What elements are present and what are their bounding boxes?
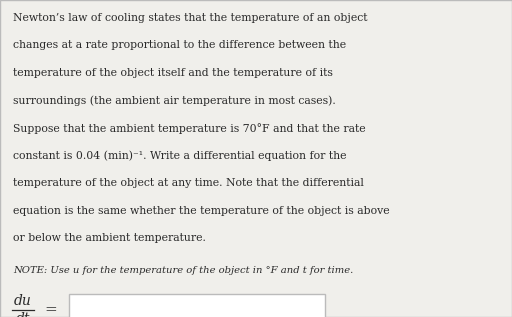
Text: constant is 0.04 (min)⁻¹. Write a differential equation for the: constant is 0.04 (min)⁻¹. Write a differ… — [13, 151, 346, 161]
Text: Newton’s law of cooling states that the temperature of an object: Newton’s law of cooling states that the … — [13, 13, 367, 23]
Text: or below the ambient temperature.: or below the ambient temperature. — [13, 233, 206, 243]
Text: temperature of the object at any time. Note that the differential: temperature of the object at any time. N… — [13, 178, 364, 188]
Text: changes at a rate proportional to the difference between the: changes at a rate proportional to the di… — [13, 40, 346, 50]
Text: =: = — [45, 303, 57, 317]
Text: Suppose that the ambient temperature is 70°F and that the rate: Suppose that the ambient temperature is … — [13, 123, 366, 134]
Text: du: du — [14, 294, 32, 308]
Text: NOTE: Use u for the temperature of the object in °F and t for time.: NOTE: Use u for the temperature of the o… — [13, 266, 353, 275]
FancyBboxPatch shape — [69, 294, 325, 317]
Text: temperature of the object itself and the temperature of its: temperature of the object itself and the… — [13, 68, 333, 78]
Text: dt: dt — [16, 312, 30, 317]
Text: equation is the same whether the temperature of the object is above: equation is the same whether the tempera… — [13, 206, 390, 216]
Text: surroundings (the ambient air temperature in most cases).: surroundings (the ambient air temperatur… — [13, 95, 335, 106]
